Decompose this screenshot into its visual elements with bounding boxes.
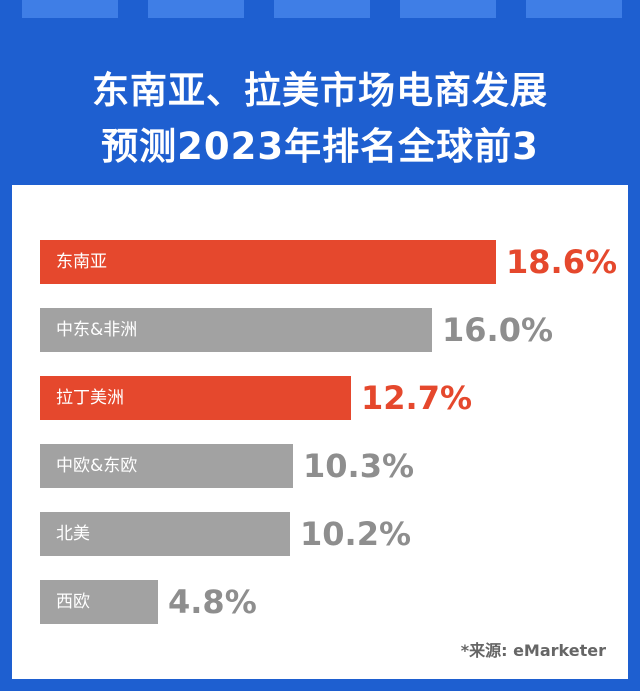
bar-value-label: 10.2% — [300, 515, 412, 553]
bar: 中东&非洲 — [40, 308, 432, 352]
bottom-border — [0, 679, 640, 691]
decorative-tab — [148, 0, 244, 18]
chart-panel: *来源: eMarketer 东南亚 18.6% 中东&非洲 16.0% 拉丁美洲 12.… — [12, 185, 628, 679]
bar-row: 中东&非洲 16.0% — [40, 308, 620, 352]
bar: 西欧 — [40, 580, 158, 624]
header: 东南亚、拉美市场电商发展 预测2023年排名全球前3 — [0, 32, 640, 182]
decorative-tab — [274, 0, 370, 18]
bar-value-label: 12.7% — [361, 379, 473, 417]
bar: 中欧&东欧 — [40, 444, 293, 488]
bar-category-label: 中欧&东欧 — [56, 456, 138, 476]
bar: 北美 — [40, 512, 290, 556]
bar-category-label: 中东&非洲 — [56, 320, 138, 340]
bar: 东南亚 — [40, 240, 496, 284]
bar-row: 东南亚 18.6% — [40, 240, 620, 284]
bar-value-label: 16.0% — [442, 311, 554, 349]
source-note: *来源: eMarketer — [460, 641, 606, 660]
bar-row: 拉丁美洲 12.7% — [40, 376, 620, 420]
bar-category-label: 东南亚 — [56, 252, 107, 272]
decorative-tab — [526, 0, 622, 18]
bar-row: 中欧&东欧 10.3% — [40, 444, 620, 488]
bar-row: 西欧 4.8% — [40, 580, 620, 624]
bar-row: 北美 10.2% — [40, 512, 620, 556]
bar-value-label: 18.6% — [506, 243, 618, 281]
decorative-tab — [400, 0, 496, 18]
bar: 拉丁美洲 — [40, 376, 351, 420]
bar-category-label: 拉丁美洲 — [56, 388, 124, 408]
bar-category-label: 西欧 — [56, 592, 90, 612]
bar-value-label: 10.3% — [303, 447, 415, 485]
decorative-tab — [22, 0, 118, 18]
title-line-2: 预测2023年排名全球前3 — [101, 125, 539, 168]
title-line-1: 东南亚、拉美市场电商发展 — [92, 69, 548, 112]
bar-value-label: 4.8% — [168, 583, 257, 621]
bar-category-label: 北美 — [56, 524, 90, 544]
